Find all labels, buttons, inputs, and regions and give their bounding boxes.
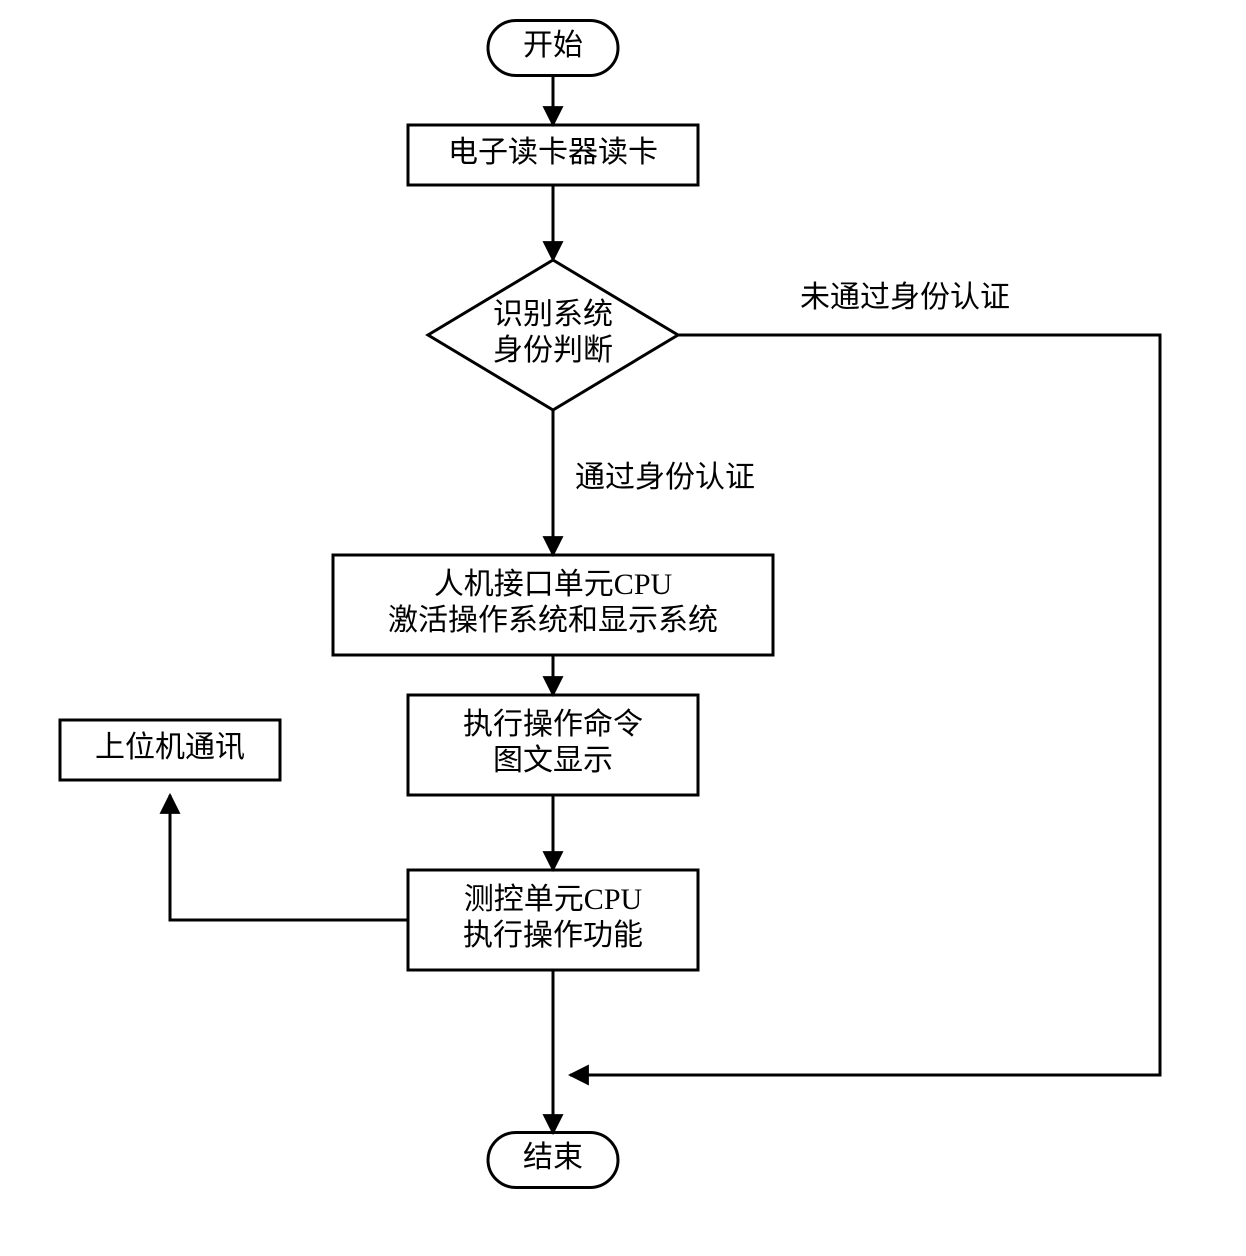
svg-text:上位机通讯: 上位机通讯 — [95, 731, 245, 764]
svg-text:通过身份认证: 通过身份认证 — [575, 461, 755, 494]
svg-text:结束: 结束 — [523, 1141, 583, 1174]
svg-text:身份判断: 身份判断 — [493, 334, 613, 367]
node-exec: 执行操作命令图文显示 — [408, 695, 698, 795]
node-start: 开始 — [488, 21, 618, 76]
svg-text:电子读卡器读卡: 电子读卡器读卡 — [448, 136, 658, 169]
edge-8 — [170, 795, 408, 920]
svg-text:人机接口单元CPU: 人机接口单元CPU — [434, 568, 673, 601]
svg-text:识别系统: 识别系统 — [493, 298, 613, 331]
node-host: 上位机通讯 — [60, 720, 280, 780]
node-ctrl: 测控单元CPU执行操作功能 — [408, 870, 698, 970]
svg-text:执行操作命令: 执行操作命令 — [463, 708, 643, 741]
edge-2: 通过身份认证 — [553, 410, 755, 555]
node-end: 结束 — [488, 1133, 618, 1188]
svg-text:图文显示: 图文显示 — [493, 744, 613, 777]
node-decision: 识别系统身份判断 — [428, 260, 678, 410]
svg-text:执行操作功能: 执行操作功能 — [463, 919, 643, 952]
svg-text:未通过身份认证: 未通过身份认证 — [800, 281, 1010, 314]
node-activate: 人机接口单元CPU激活操作系统和显示系统 — [333, 555, 773, 655]
svg-text:测控单元CPU: 测控单元CPU — [464, 883, 643, 916]
svg-text:激活操作系统和显示系统: 激活操作系统和显示系统 — [388, 604, 718, 637]
svg-text:开始: 开始 — [523, 29, 583, 62]
node-read: 电子读卡器读卡 — [408, 125, 698, 185]
